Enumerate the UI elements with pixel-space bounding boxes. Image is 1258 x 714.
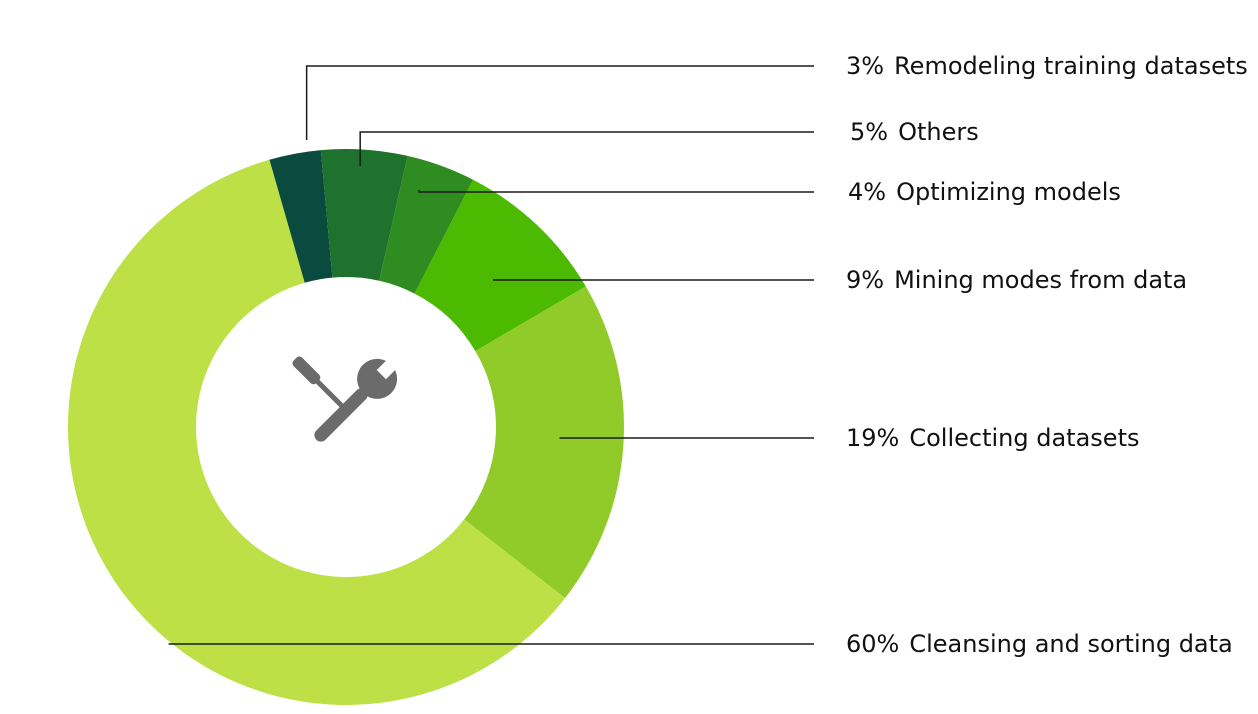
donut-slice [68,159,566,706]
leader-lines [168,65,814,645]
slice-percent-label: 5% [850,118,888,146]
slice-percent-label: 3% [846,52,884,80]
slice-label: 5% Others [850,118,979,146]
tools-icon [292,354,402,442]
donut-slice [414,179,586,352]
slice-label: 4% Optimizing models [848,178,1121,206]
slice-percent-label: 9% [846,266,884,294]
slice-label: 60% Cleansing and sorting data [846,630,1233,658]
slice-name-label: Cleansing and sorting data [909,630,1232,658]
slice-name-label: Collecting datasets [909,424,1139,452]
slice-labels: 3% Remodeling training datasets 5% Others 4%… [846,52,1248,658]
slice-percent-label: 60% [846,630,899,658]
donut-slice [379,155,474,294]
leader-line [418,190,814,193]
slice-percent-label: 19% [846,424,899,452]
donut-slice [320,148,408,281]
donut-slice [269,150,333,283]
slice-name-label: Remodeling training datasets [894,52,1248,80]
donut-slice [464,286,625,599]
slice-label: 19% Collecting datasets [846,424,1139,452]
slice-name-label: Others [898,118,979,146]
slice-percent-label: 4% [848,178,886,206]
slice-label: 9% Mining modes from data [846,266,1187,294]
slice-label: 3% Remodeling training datasets [846,52,1248,80]
leader-line [359,131,814,166]
slice-name-label: Mining modes from data [894,266,1187,294]
slice-name-label: Optimizing models [896,178,1121,206]
donut-slices [68,148,625,706]
leader-line [305,65,814,140]
